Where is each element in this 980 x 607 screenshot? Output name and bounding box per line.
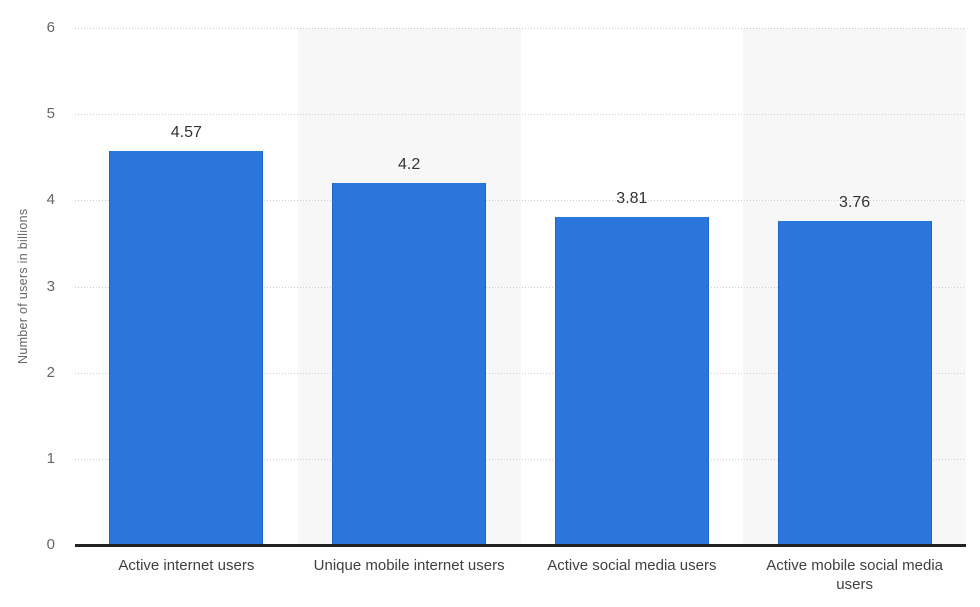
gridline (75, 28, 966, 29)
gridline (75, 373, 966, 374)
bar-value-label: 4.57 (170, 124, 202, 142)
bar[interactable] (332, 183, 487, 545)
y-tick-label: 1 (46, 449, 55, 467)
y-tick-label: 4 (46, 191, 55, 209)
gridline (75, 459, 966, 460)
bar[interactable] (777, 221, 932, 545)
gridline (75, 114, 966, 115)
gridline (75, 287, 966, 288)
y-tick-label: 3 (46, 277, 55, 295)
bar-value-label: 3.76 (839, 194, 871, 211)
bar-value-label: 4.2 (398, 156, 421, 174)
y-tick-label: 0 (46, 536, 55, 553)
y-tick-label: 6 (46, 19, 55, 36)
x-axis-line (75, 544, 966, 547)
gridline (75, 200, 966, 201)
bar[interactable] (109, 151, 264, 545)
bar[interactable] (554, 216, 709, 545)
y-tick-label: 5 (46, 105, 55, 123)
x-axis-label: Active internet users (118, 557, 255, 574)
y-tick-label: 2 (46, 363, 55, 381)
x-axis-label: Active social media users (547, 557, 717, 574)
bar-value-label: 3.81 (616, 189, 648, 207)
x-axis-label: Unique mobile internet users (313, 557, 505, 574)
x-axis-label: Active mobile social media users (766, 557, 943, 593)
